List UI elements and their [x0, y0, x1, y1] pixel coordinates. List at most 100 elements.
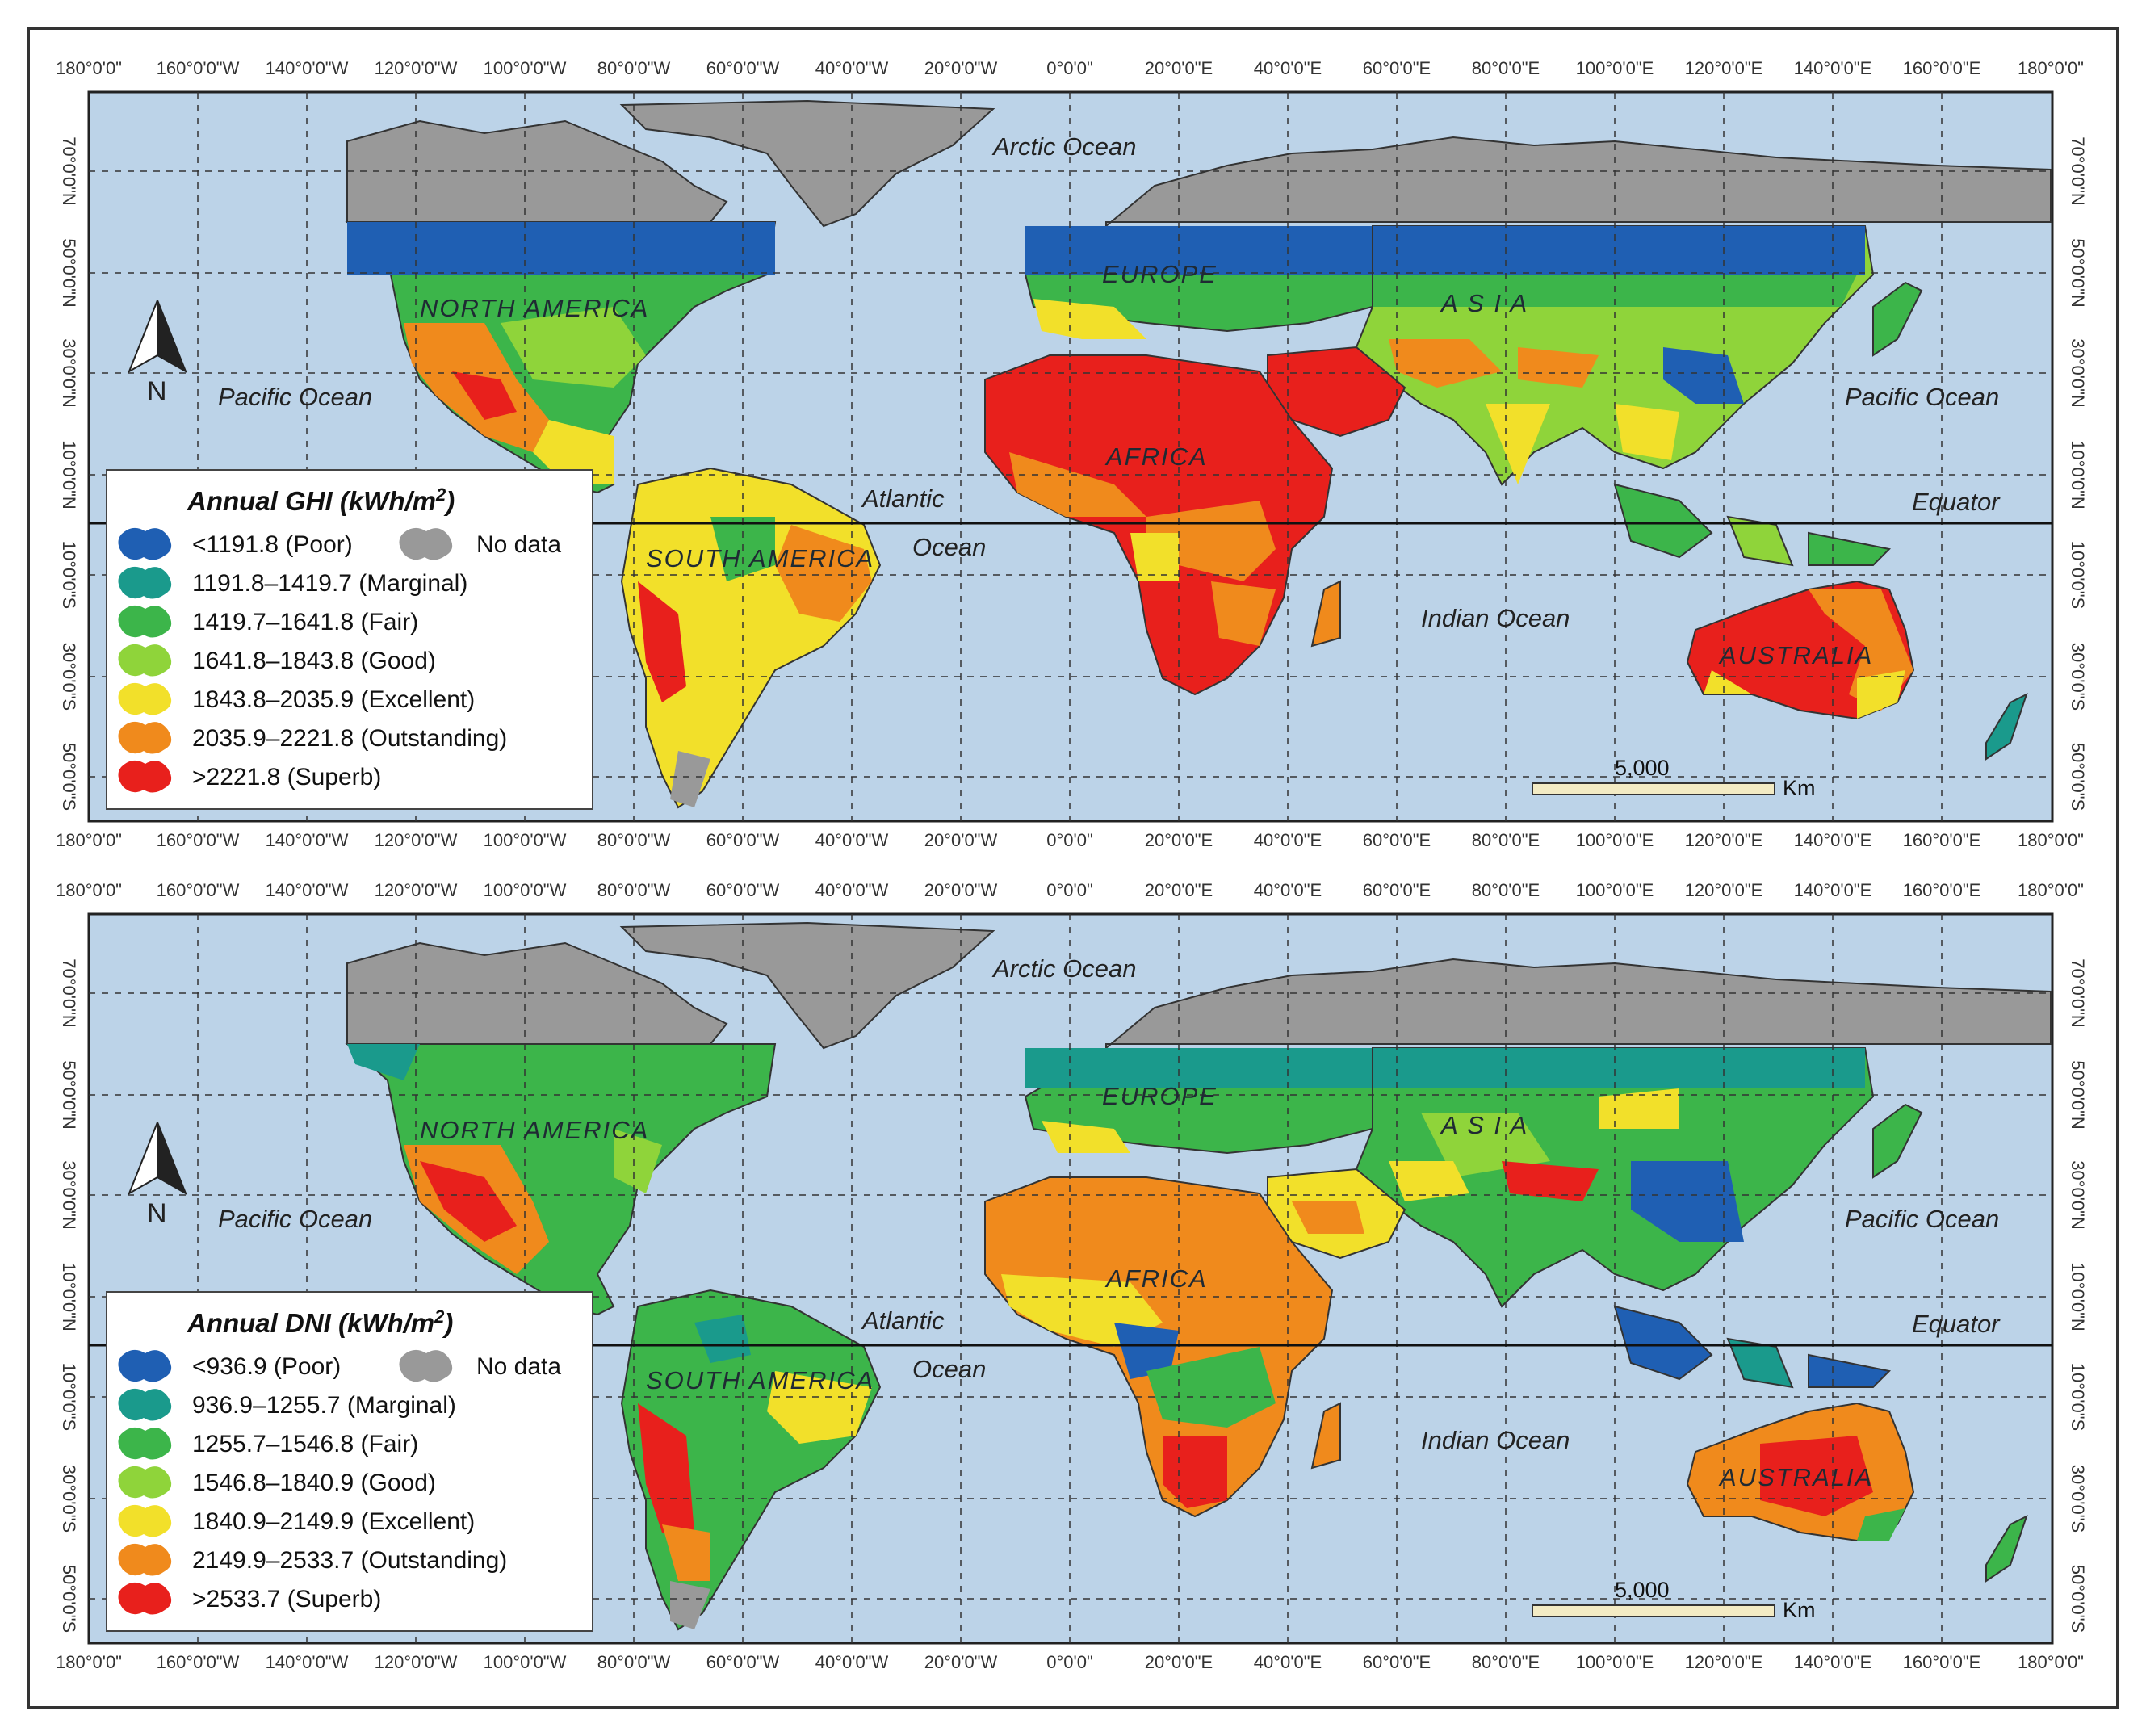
scale-bar-value: 5,000 [1615, 756, 1670, 780]
ghi-no-data-label: No data [476, 531, 561, 558]
dni-map-panel: 180°0'0" 160°0'0"W 140°0'0"W 120°0'0"W 100°0… [0, 822, 2146, 1690]
north-arrow-label: N [147, 376, 167, 407]
north-arrow-icon: N [128, 300, 187, 407]
atlantic-label: Atlantic [861, 484, 945, 513]
north-arrow-icon: N [128, 1122, 187, 1229]
madagascar-landmass [1310, 1402, 1341, 1470]
longitude-tick-label: 180°0'0" [56, 830, 122, 850]
north-arrow-label: N [147, 1198, 167, 1229]
japan-landmass [1872, 1103, 1923, 1179]
north-america-label: NORTH AMERICA [420, 294, 649, 322]
arctic-ocean-label: Arctic Ocean [991, 132, 1136, 161]
longitude-tick-label: 20°0'0"E [1145, 830, 1213, 850]
longitude-tick-label: 60°0'0"W [706, 1652, 780, 1672]
longitude-tick-label: 120°0'0"E [1685, 880, 1763, 900]
longitude-tick-label: 40°0'0"E [1254, 58, 1322, 78]
longitude-tick-label: 100°0'0"E [1576, 880, 1654, 900]
longitude-tick-label: 60°0'0"E [1363, 1652, 1431, 1672]
legend-swatch-outstanding-icon [118, 721, 172, 754]
legend-class-label: 1641.8–1843.8 (Good) [192, 648, 436, 674]
equator-label: Equator [1912, 1310, 2001, 1338]
legend-class-label: 2035.9–2221.8 (Outstanding) [192, 725, 507, 752]
ghi-legend: Annual GHI (kWh/m2) <1191.8 (Poor) 1191.8… [106, 469, 593, 810]
longitude-tick-label: 140°0'0"E [1794, 58, 1872, 78]
europe-label: EUROPE [1102, 1082, 1218, 1110]
scale-bar: 5,000 Km [1532, 1578, 1816, 1622]
atlantic-ocean-label: Ocean [912, 533, 986, 561]
longitude-tick-label: 20°0'0"E [1145, 880, 1213, 900]
ghi-legend-title: Annual GHI (kWh/m2) [187, 484, 455, 516]
longitude-tick-label: 80°0'0"E [1472, 58, 1540, 78]
longitude-tick-label: 140°0'0"E [1794, 880, 1872, 900]
dni-legend-title: Annual DNI (kWh/m2) [187, 1306, 453, 1338]
latitude-tick-label: 10°0'0"S [59, 1363, 79, 1431]
south-america-landmass [620, 467, 882, 809]
ghi-map-panel: 180°0'0" 160°0'0"W 140°0'0"W 120°0'0"W 100°0… [56, 58, 2088, 850]
longitude-tick-label: 140°0'0"E [1794, 830, 1872, 850]
longitude-tick-label: 160°0'0"W [157, 880, 240, 900]
legend-class-label: 2149.9–2533.7 (Outstanding) [192, 1547, 507, 1574]
longitude-tick-label: 40°0'0"W [815, 830, 889, 850]
longitude-tick-label: 40°0'0"E [1254, 830, 1322, 850]
longitude-tick-label: 0°0'0" [1046, 880, 1093, 900]
longitude-tick-label: 120°0'0"W [375, 1652, 458, 1672]
longitude-tick-label: 60°0'0"W [706, 830, 780, 850]
latitude-tick-label: 10°0'0"N [2068, 1262, 2088, 1331]
legend-swatch-excellent-icon [118, 682, 172, 715]
southeast-asia-islands [1613, 483, 1892, 567]
eurasia-north-landmass [1105, 136, 2052, 229]
atlantic-label: Atlantic [861, 1306, 945, 1335]
latitude-tick-label: 70°0'0"N [2068, 958, 2088, 1028]
africa-label: AFRICA [1104, 1264, 1208, 1293]
legend-swatch-outstanding-icon [118, 1543, 172, 1576]
pacific-ocean-east-label: Pacific Ocean [1845, 1205, 1999, 1233]
legend-class-label: 1546.8–1840.9 (Good) [192, 1470, 436, 1496]
new-zealand-landmass [1985, 1515, 2028, 1583]
latitude-tick-label: 10°0'0"S [2068, 541, 2088, 609]
latitude-ticks-left: 70°0'0"N 50°0'0"N 30°0'0"N 10°0'0"N 10°0'0"S… [59, 136, 79, 811]
latitude-tick-label: 10°0'0"N [59, 440, 79, 509]
arctic-ocean-label: Arctic Ocean [991, 954, 1136, 983]
longitude-ticks-bottom: 180°0'0" 160°0'0"W 140°0'0"W 120°0'0"W 100°0… [56, 830, 2084, 850]
longitude-tick-label: 40°0'0"E [1254, 1652, 1322, 1672]
longitude-tick-label: 180°0'0" [56, 58, 122, 78]
longitude-tick-label: 140°0'0"W [266, 880, 349, 900]
longitude-tick-label: 140°0'0"E [1794, 1652, 1872, 1672]
legend-swatch-superb-icon [118, 1582, 172, 1615]
latitude-tick-label: 50°0'0"N [2068, 238, 2088, 308]
longitude-tick-label: 120°0'0"W [375, 830, 458, 850]
longitude-tick-label: 60°0'0"W [706, 880, 780, 900]
latitude-tick-label: 30°0'0"S [59, 1465, 79, 1533]
latitude-tick-label: 30°0'0"N [59, 1160, 79, 1230]
longitude-tick-label: 60°0'0"E [1363, 58, 1431, 78]
australia-landmass [1686, 1402, 1915, 1542]
latitude-tick-label: 30°0'0"S [59, 643, 79, 711]
longitude-tick-label: 100°0'0"W [484, 830, 567, 850]
latitude-tick-label: 10°0'0"S [2068, 1363, 2088, 1431]
latitude-tick-label: 50°0'0"S [2068, 1565, 2088, 1633]
greenland-landmass [619, 921, 995, 1050]
longitude-tick-label: 120°0'0"E [1685, 1652, 1763, 1672]
longitude-tick-label: 160°0'0"E [1903, 58, 1981, 78]
longitude-ticks-bottom: 180°0'0" 160°0'0"W 140°0'0"W 120°0'0"W 100°0… [56, 1652, 2084, 1672]
pacific-ocean-west-label: Pacific Ocean [218, 1205, 372, 1233]
longitude-ticks-top: 180°0'0" 160°0'0"W 140°0'0"W 120°0'0"W 100°0… [56, 58, 2084, 78]
no-data-swatch-icon [399, 527, 453, 560]
longitude-tick-label: 20°0'0"W [924, 1652, 998, 1672]
latitude-tick-label: 50°0'0"S [59, 1565, 79, 1633]
legend-swatch-fair-icon [118, 1427, 172, 1460]
longitude-tick-label: 100°0'0"E [1576, 1652, 1654, 1672]
legend-class-label: <936.9 (Poor) [192, 1353, 341, 1380]
southeast-asia-islands [1613, 1305, 1892, 1389]
pacific-ocean-east-label: Pacific Ocean [1845, 383, 1999, 411]
south-america-label: SOUTH AMERICA [646, 1366, 874, 1394]
legend-class-label: 1419.7–1641.8 (Fair) [192, 609, 418, 635]
pacific-ocean-west-label: Pacific Ocean [218, 383, 372, 411]
longitude-tick-label: 60°0'0"W [706, 58, 780, 78]
longitude-tick-label: 20°0'0"E [1145, 1652, 1213, 1672]
longitude-tick-label: 0°0'0" [1046, 1652, 1093, 1672]
ghi-map-svg: 180°0'0" 160°0'0"W 140°0'0"W 120°0'0"W 100°0… [56, 58, 2088, 850]
latitude-tick-label: 30°0'0"N [2068, 1160, 2088, 1230]
north-america-label: NORTH AMERICA [420, 1116, 649, 1144]
europe-landmass [1024, 226, 1373, 339]
